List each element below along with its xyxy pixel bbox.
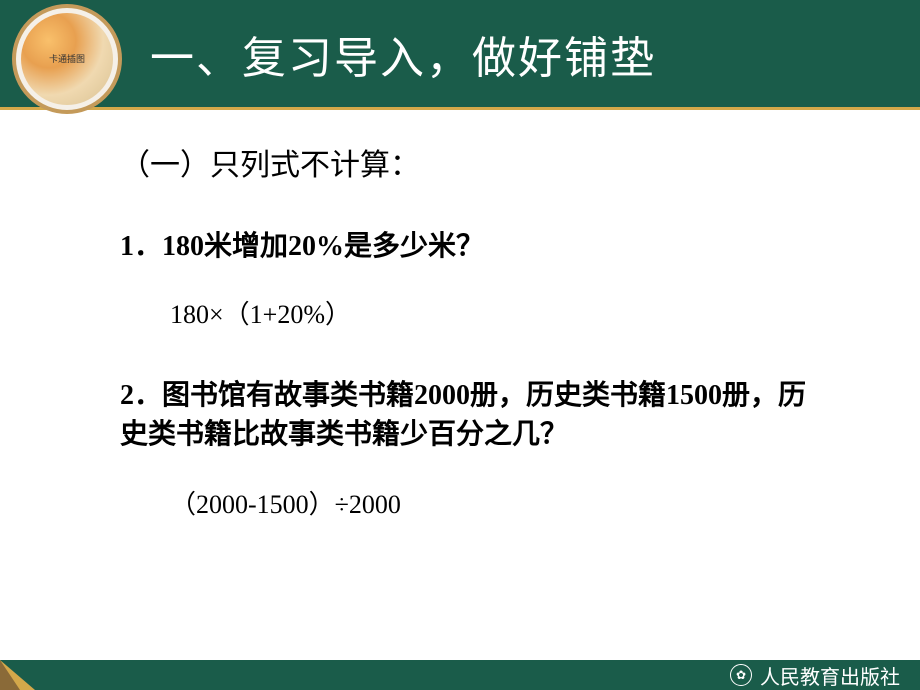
question-2: 2．图书馆有故事类书籍2000册，历史类书籍1500册，历史类书籍比故事类书籍少… <box>120 376 820 454</box>
answer-1: 180×（1+20%） <box>170 294 820 331</box>
footer-accent-2 <box>0 660 20 690</box>
question-1: 1．180米增加20%是多少米？ <box>120 224 820 264</box>
header-bar: 卡通插图 一、复习导入，做好铺垫 <box>0 0 920 110</box>
slide-title: 一、复习导入，做好铺垫 <box>150 22 656 86</box>
publisher-icon: ✿ <box>730 664 752 686</box>
publisher-label: ✿ 人民教育出版社 <box>730 661 900 690</box>
section-subtitle: （一）只列式不计算： <box>120 140 820 184</box>
footer-bar: ✿ 人民教育出版社 <box>0 660 920 690</box>
logo-badge: 卡通插图 <box>12 4 122 114</box>
content-area: （一）只列式不计算： 1．180米增加20%是多少米？ 180×（1+20%） … <box>0 110 920 521</box>
publisher-text: 人民教育出版社 <box>760 661 900 690</box>
slide: 卡通插图 一、复习导入，做好铺垫 （一）只列式不计算： 1．180米增加20%是… <box>0 0 920 690</box>
logo-image: 卡通插图 <box>21 13 113 105</box>
answer-2: （2000-1500）÷2000 <box>170 484 820 521</box>
